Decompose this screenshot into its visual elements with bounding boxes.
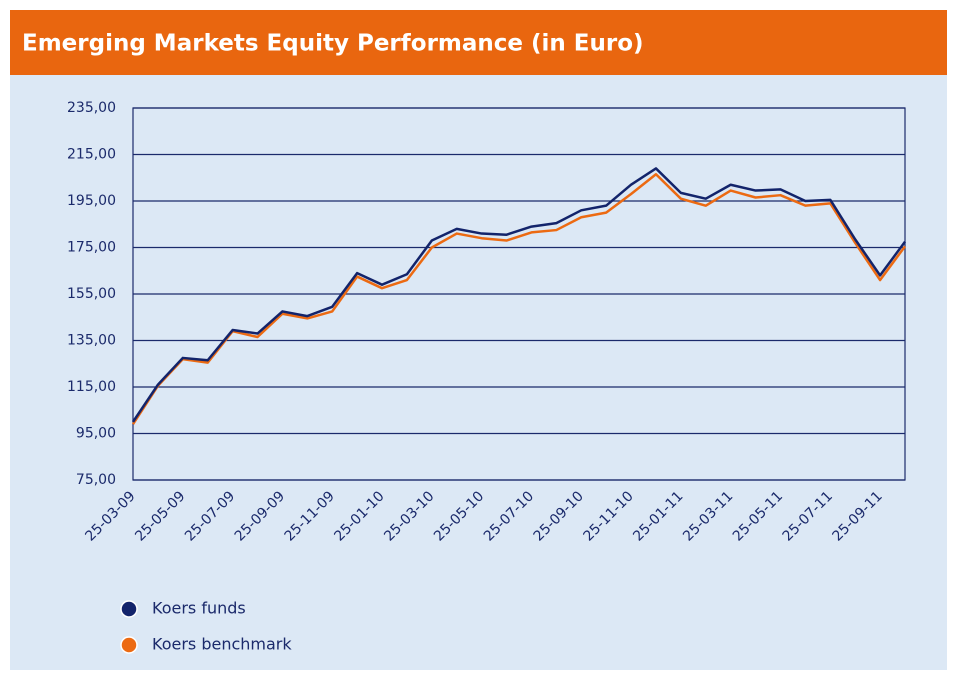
- y-tick-label: 175,00: [67, 240, 116, 256]
- y-tick-label: 135,00: [67, 333, 116, 349]
- y-tick-label: 235,00: [67, 100, 116, 116]
- y-tick-label: 195,00: [67, 193, 116, 209]
- series-line: [131, 173, 907, 425]
- legend-marker: [120, 600, 138, 618]
- y-tick-label: 115,00: [67, 379, 116, 395]
- y-tick-label: 75,00: [76, 472, 116, 488]
- header: [10, 10, 947, 75]
- y-tick-label: 95,00: [76, 426, 116, 442]
- y-tick-label: 155,00: [67, 286, 116, 302]
- chart-title: Emerging Markets Equity Performance (in …: [22, 31, 644, 57]
- legend-marker: [120, 636, 138, 654]
- legend-label: Koers benchmark: [152, 635, 292, 654]
- legend-label: Koers funds: [152, 599, 246, 618]
- series-line: [131, 167, 907, 423]
- y-tick-label: 215,00: [67, 147, 116, 163]
